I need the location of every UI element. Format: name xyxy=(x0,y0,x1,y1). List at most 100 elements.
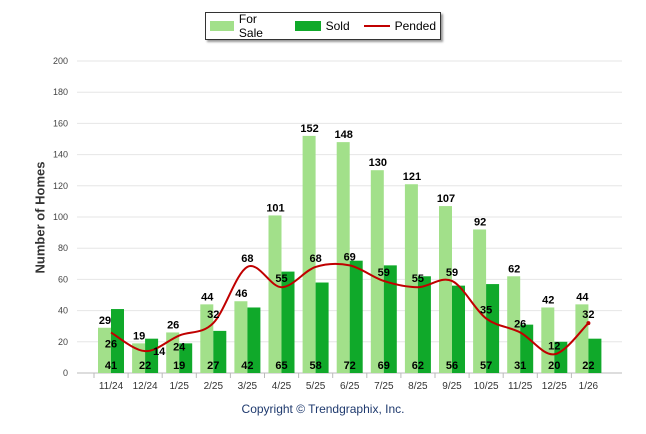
label-for-sale: 62 xyxy=(508,263,520,275)
label-sold: 62 xyxy=(412,360,424,372)
x-tick-label: 7/25 xyxy=(374,381,394,392)
x-tick-label: 5/25 xyxy=(306,381,326,392)
label-pended: 24 xyxy=(173,342,186,354)
bar-for-sale xyxy=(234,301,248,373)
legend-label: Pended xyxy=(394,19,436,33)
label-sold: 57 xyxy=(480,360,492,372)
x-tick-label: 12/24 xyxy=(133,381,158,392)
legend-for-sale: For Sale xyxy=(210,12,281,40)
label-sold: 20 xyxy=(548,360,560,372)
x-tick-label: 11/25 xyxy=(508,381,533,392)
x-tick-label: 11/24 xyxy=(99,381,124,392)
bar-for-sale xyxy=(268,215,282,373)
y-tick-label: 80 xyxy=(58,243,68,253)
label-pended: 59 xyxy=(378,267,390,279)
line-pended xyxy=(110,262,590,356)
label-for-sale: 46 xyxy=(235,288,247,300)
y-tick-label: 40 xyxy=(58,306,68,316)
label-pended: 69 xyxy=(344,251,356,263)
bar-for-sale xyxy=(439,206,452,373)
bar-for-sale xyxy=(336,142,350,373)
point-pended xyxy=(586,321,591,326)
y-tick-label: 100 xyxy=(53,212,68,222)
label-sold: 27 xyxy=(207,360,219,372)
label-pended: 55 xyxy=(412,273,424,285)
label-sold: 65 xyxy=(275,360,287,372)
x-tick-label: 9/25 xyxy=(442,381,462,392)
legend-label: For Sale xyxy=(238,12,263,40)
label-for-sale: 130 xyxy=(369,157,387,169)
bar-sold xyxy=(486,284,500,373)
label-for-sale: 107 xyxy=(437,193,455,205)
label-sold: 56 xyxy=(446,360,458,372)
bar-sold xyxy=(281,271,295,373)
bar-for-sale xyxy=(575,304,589,373)
label-sold: 69 xyxy=(378,360,390,372)
label-for-sale: 42 xyxy=(542,294,554,306)
bar-sold xyxy=(349,260,363,373)
bar-for-sale xyxy=(541,307,555,373)
label-for-sale: 29 xyxy=(99,315,111,327)
x-tick-label: 8/25 xyxy=(408,381,428,392)
y-tick-label: 60 xyxy=(58,274,68,284)
label-pended: 12 xyxy=(548,340,560,352)
bar-sold xyxy=(111,309,124,373)
label-for-sale: 152 xyxy=(300,123,318,135)
bar-for-sale xyxy=(98,327,111,373)
y-tick-label: 20 xyxy=(58,337,68,347)
copyright: Copyright © Trendgraphix, Inc. xyxy=(241,402,405,416)
x-tick-label: 3/25 xyxy=(238,381,258,392)
legend-line xyxy=(363,25,390,27)
bar-sold xyxy=(247,307,261,373)
bar-sold xyxy=(383,265,397,373)
legend-swatch xyxy=(294,21,321,31)
legend-sold: Sold xyxy=(294,19,350,33)
x-tick-label: 12/25 xyxy=(542,381,567,392)
label-for-sale: 26 xyxy=(167,319,179,331)
bar-sold xyxy=(315,282,329,373)
label-pended: 35 xyxy=(480,304,492,316)
x-tick-label: 6/25 xyxy=(340,381,360,392)
bar-for-sale xyxy=(404,184,418,373)
label-sold: 22 xyxy=(582,360,594,372)
label-for-sale: 44 xyxy=(576,291,589,303)
x-tick-label: 1/25 xyxy=(169,381,189,392)
bar-sold xyxy=(213,330,227,373)
label-sold: 31 xyxy=(514,360,526,372)
label-pended: 59 xyxy=(446,267,458,279)
y-tick-label: 200 xyxy=(53,56,68,66)
legend-pended: Pended xyxy=(363,19,436,33)
label-pended: 32 xyxy=(207,309,219,321)
label-sold: 42 xyxy=(241,360,253,372)
label-for-sale: 19 xyxy=(133,330,145,342)
y-tick-label: 160 xyxy=(53,118,68,128)
legend: For Sale Sold Pended xyxy=(205,12,441,40)
y-tick-label: 120 xyxy=(53,181,68,191)
bar-for-sale xyxy=(200,304,214,373)
x-tick-label: 2/25 xyxy=(204,381,224,392)
y-axis-title: Number of Homes xyxy=(32,161,48,274)
label-pended: 26 xyxy=(514,318,526,330)
label-pended: 55 xyxy=(275,273,287,285)
label-sold: 41 xyxy=(105,360,117,372)
bar-sold xyxy=(179,343,193,373)
y-tick-label: 0 xyxy=(63,368,68,378)
bar-for-sale xyxy=(370,170,384,373)
bar-for-sale xyxy=(302,135,316,373)
bar-sold xyxy=(145,338,159,373)
label-sold: 19 xyxy=(173,360,185,372)
label-pended: 68 xyxy=(241,253,253,265)
bar-sold xyxy=(520,324,534,373)
label-pended: 14 xyxy=(153,346,166,358)
bar-sold xyxy=(588,338,602,373)
label-pended: 32 xyxy=(582,309,594,321)
bar-sold xyxy=(417,276,431,373)
label-pended: 68 xyxy=(309,253,321,265)
label-pended: 26 xyxy=(105,338,117,350)
y-tick-label: 140 xyxy=(53,150,68,160)
label-for-sale: 92 xyxy=(474,216,486,228)
label-for-sale: 148 xyxy=(335,129,353,141)
label-sold: 72 xyxy=(344,360,356,372)
bar-for-sale xyxy=(166,332,180,373)
